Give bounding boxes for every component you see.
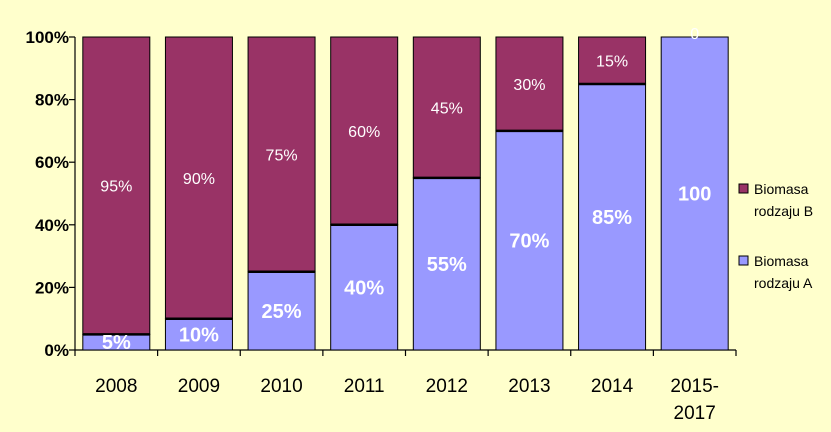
bar-segment-biomasa-a [578, 83, 647, 351]
x-tick-label: 2009 [178, 376, 220, 397]
x-tick-label: 2017 [674, 403, 716, 424]
data-label-biomasa-b: 60% [348, 124, 380, 141]
legend-label: Biomasa [754, 253, 809, 269]
data-label-biomasa-b: 45% [431, 100, 463, 117]
y-tick-label: 0% [44, 341, 69, 360]
x-tick-label: 2011 [344, 376, 385, 397]
data-label-biomasa-b: 75% [266, 147, 298, 164]
data-label-biomasa-b: 90% [183, 171, 215, 188]
data-label-biomasa-a: 100 [678, 184, 711, 206]
data-label-biomasa-b: 30% [513, 77, 545, 94]
data-label-biomasa-a: 40% [344, 277, 384, 299]
data-label-biomasa-a: 85% [592, 207, 632, 229]
data-label-biomasa-b: 0 [690, 26, 699, 43]
data-label-biomasa-b: 95% [100, 179, 132, 196]
y-tick-label: 20% [35, 278, 69, 297]
bar-segment-biomasa-a [247, 271, 316, 351]
bar-segment-biomasa-b [82, 36, 151, 335]
bar-segment-biomasa-b [578, 36, 647, 85]
bar-segment-biomasa-a [412, 177, 481, 351]
legend-swatch [738, 183, 749, 194]
data-label-biomasa-a: 70% [509, 230, 549, 252]
x-tick-label: 2012 [426, 376, 468, 397]
bar-segment-biomasa-b [330, 36, 399, 226]
bar-segment-biomasa-b [164, 36, 233, 320]
legend-label: rodzaju B [754, 203, 813, 219]
x-tick-label: 2013 [508, 376, 550, 397]
data-label-biomasa-a: 25% [262, 301, 302, 323]
bar-segment-biomasa-a [495, 130, 564, 351]
data-label-biomasa-a: 5% [102, 332, 131, 354]
data-label-biomasa-a: 55% [427, 254, 467, 276]
data-label-biomasa-a: 10% [179, 324, 219, 346]
y-tick-label: 80% [35, 91, 69, 110]
legend-label: rodzaju A [754, 275, 813, 291]
y-tick-label: 60% [35, 153, 69, 172]
x-tick-label: 2015- [670, 376, 719, 397]
y-tick-label: 40% [35, 216, 69, 235]
bar-segment-biomasa-b [412, 36, 481, 179]
x-tick-label: 2010 [260, 376, 302, 397]
legend-swatch [738, 255, 749, 266]
bar-segment-biomasa-a [660, 36, 729, 351]
x-tick-label: 2014 [591, 376, 634, 397]
x-tick-label: 2008 [95, 376, 137, 397]
bar-segment-biomasa-a [330, 224, 399, 351]
bar-segment-biomasa-b [247, 36, 316, 273]
y-tick-label: 100% [26, 28, 69, 47]
legend-label: Biomasa [754, 181, 809, 197]
data-label-biomasa-b: 15% [596, 53, 628, 70]
